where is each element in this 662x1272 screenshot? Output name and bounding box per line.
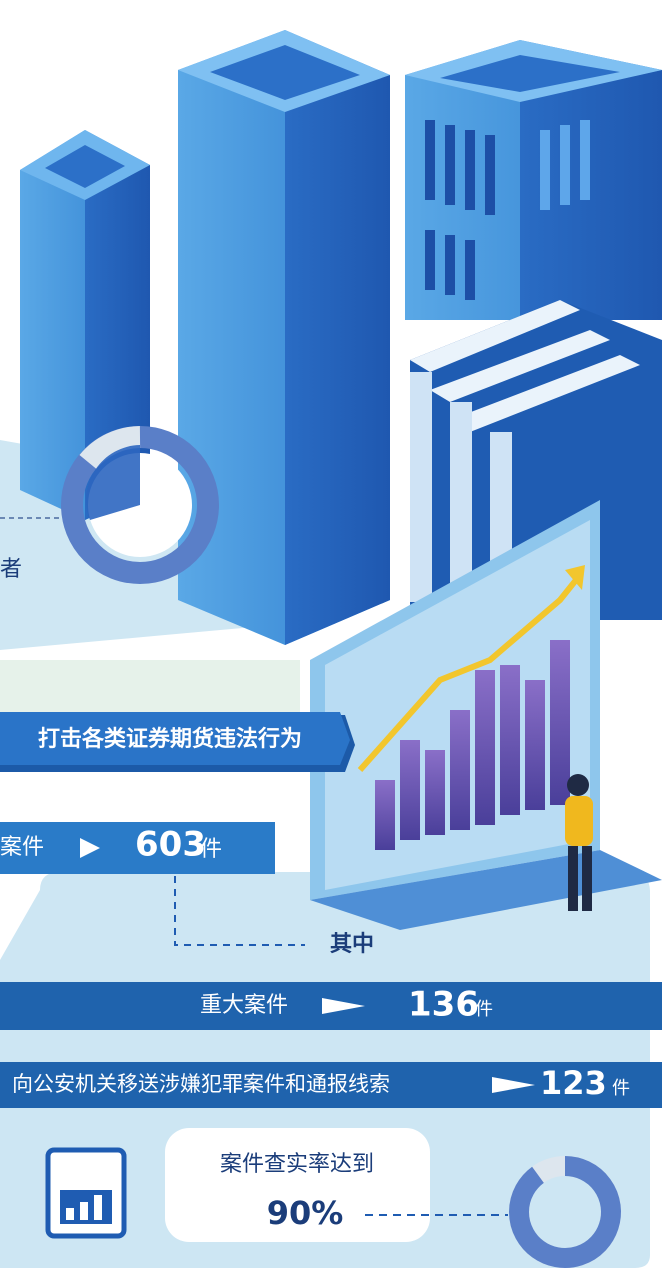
rate-value: 90% xyxy=(267,1194,344,1232)
rate-label: 案件查实率达到 xyxy=(220,1152,374,1177)
banner xyxy=(0,712,350,765)
decorative-donut xyxy=(61,426,219,584)
rate-box xyxy=(165,1128,430,1242)
total-value: 603 xyxy=(135,825,206,865)
donut-arc xyxy=(509,1156,621,1268)
fragment-text: 者 xyxy=(0,557,22,582)
total-unit: 件 xyxy=(200,837,222,862)
item-unit: 件 xyxy=(612,1078,630,1099)
total-label: 案件 xyxy=(0,835,44,860)
item-label: 向公安机关移送涉嫌犯罪案件和通报线索 xyxy=(12,1072,390,1096)
buildings xyxy=(20,30,662,645)
arrow xyxy=(322,998,365,1014)
connector xyxy=(174,876,305,946)
arrow xyxy=(80,838,100,858)
item-strip xyxy=(0,1062,662,1108)
arrow xyxy=(492,1077,535,1093)
item-value: 136 xyxy=(408,985,479,1025)
item-unit: 件 xyxy=(475,999,493,1020)
total-bar xyxy=(0,822,275,874)
banner-text: 打击各类证券期货违法行为 xyxy=(38,726,302,752)
item-label: 重大案件 xyxy=(200,993,288,1018)
chart-illustration xyxy=(310,500,662,930)
rate-donut xyxy=(509,1156,621,1268)
report-icon xyxy=(45,1147,127,1239)
item-value: 123 xyxy=(540,1064,607,1102)
breakdown-label: 其中 xyxy=(330,932,374,957)
